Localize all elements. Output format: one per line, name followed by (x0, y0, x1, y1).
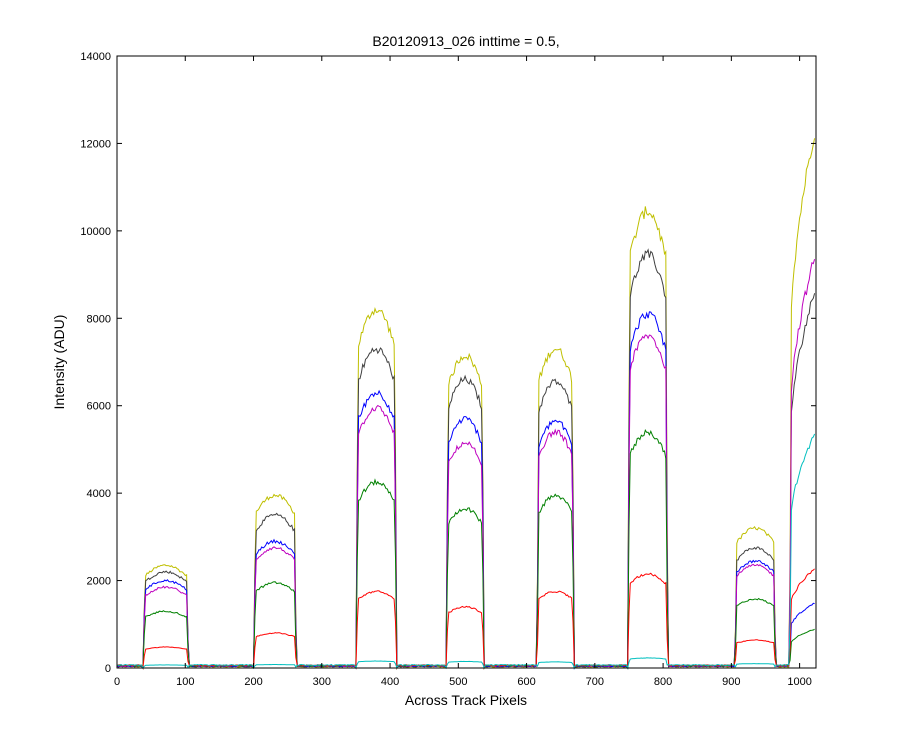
x-tick-label: 800 (654, 676, 672, 688)
series-line-1 (116, 138, 816, 670)
y-tick-label: 12000 (80, 138, 111, 150)
x-tick-label: 400 (381, 676, 399, 688)
x-tick-label: 200 (244, 676, 262, 688)
y-tick-label: 4000 (87, 488, 111, 500)
series-line-2 (116, 248, 816, 670)
y-tick-label: 14000 (80, 51, 111, 63)
y-tick-label: 8000 (87, 313, 111, 325)
chart-title: B20120913_026 inttime = 0.5, (372, 33, 559, 49)
y-tick-label: 10000 (80, 226, 111, 238)
x-tick-label: 600 (517, 676, 535, 688)
series-line-7 (116, 433, 816, 670)
x-tick-label: 500 (449, 676, 467, 688)
plot-frame (116, 55, 817, 669)
x-tick-label: 900 (722, 676, 740, 688)
y-tick-label: 2000 (87, 576, 111, 588)
y-tick-label: 0 (105, 663, 111, 675)
x-tick-label: 100 (176, 676, 194, 688)
y-tick-label: 6000 (87, 401, 111, 413)
axis-ticks: 0 100 200 300 400 500 600 700 800 900 100002000400… (80, 51, 816, 688)
plot-data-layer (116, 138, 816, 670)
series-line-3 (116, 311, 815, 670)
x-tick-label: 1000 (787, 676, 811, 688)
y-axis-label: Intensity (ADU) (51, 315, 67, 410)
x-axis-label: Across Track Pixels (405, 692, 527, 708)
x-tick-label: 700 (586, 676, 604, 688)
series-line-5 (116, 428, 815, 670)
series-line-6 (116, 568, 815, 670)
x-tick-label: 0 (114, 676, 120, 688)
x-tick-label: 300 (313, 676, 331, 688)
